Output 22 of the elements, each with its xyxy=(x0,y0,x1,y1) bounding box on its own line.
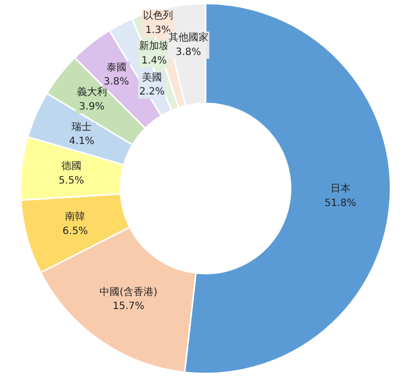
slice-label: 中國(含香港) xyxy=(100,286,158,298)
slice-label: 其他國家 xyxy=(168,32,208,44)
slice-label: 南韓 xyxy=(65,210,86,222)
slice-label: 義大利 xyxy=(76,86,107,98)
data-label: 5.5% xyxy=(58,175,84,186)
slice-label: 瑞士 xyxy=(72,120,92,133)
data-label: 3.8% xyxy=(176,46,202,58)
data-label: 1.3% xyxy=(145,24,171,36)
data-label: 2.2% xyxy=(139,86,165,98)
data-label: 1.4% xyxy=(141,55,167,66)
slice-label: 美國 xyxy=(142,71,162,84)
data-label: 6.5% xyxy=(62,226,88,237)
data-label: 4.1% xyxy=(69,136,94,148)
data-label: 15.7% xyxy=(112,301,144,312)
data-label: 51.8% xyxy=(324,198,356,209)
data-label: 3.8% xyxy=(104,76,130,88)
slice-label: 日本 xyxy=(330,182,350,194)
slice-label: 新加坡 xyxy=(139,40,170,52)
slice-label: 泰國 xyxy=(106,62,126,74)
slice-label: 以色列 xyxy=(143,9,174,22)
data-label: 3.9% xyxy=(79,101,104,112)
slice-label: 德國 xyxy=(61,161,82,172)
